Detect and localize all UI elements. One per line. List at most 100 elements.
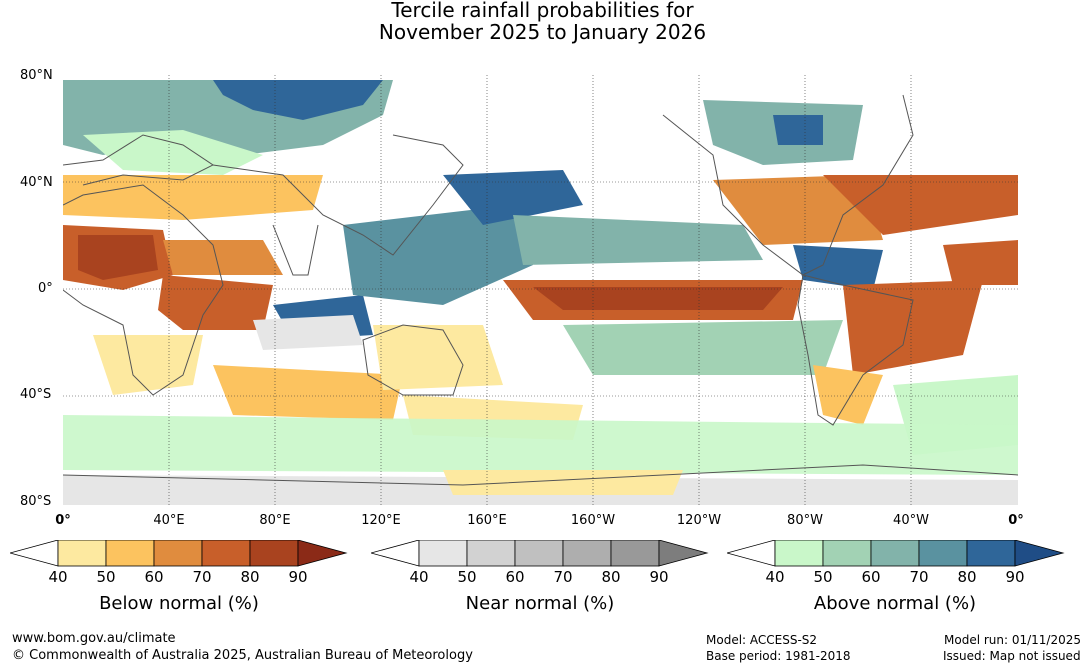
graticule: [63, 75, 1018, 505]
region-below-north-africa: [63, 175, 323, 220]
map-title-line1: Tercile rainfall probabilities for: [391, 0, 694, 22]
region-below-eq-pacific-core: [533, 287, 783, 310]
colorbar-below-normal-title: Below normal (%): [99, 593, 259, 614]
colorbar-low-arrow: [371, 540, 420, 567]
colorbar-segment: [822, 540, 872, 567]
colorbar-above-normal-title: Above normal (%): [813, 593, 977, 614]
colorbar-tick-label: 90: [1005, 568, 1025, 586]
colorbar-segment: [514, 540, 564, 567]
region-below-south-america-south: [813, 365, 883, 425]
colorbar-high-arrow: [658, 540, 709, 567]
lon-label-160w: 160°W: [570, 513, 616, 528]
colorbar-segment: [774, 540, 824, 567]
region-above-southern-ocean: [63, 415, 1018, 475]
colorbar-segment: [105, 540, 155, 567]
lon-label-0-left: 0°: [55, 513, 71, 528]
colorbar-low-arrow: [10, 540, 59, 567]
region-below-arabia: [163, 240, 283, 275]
colorbar-tick-label: 40: [765, 568, 785, 586]
footer-site-link[interactable]: www.bom.gov.au/climate: [12, 631, 176, 646]
colorbar-segment: [57, 540, 107, 567]
region-below-south-america: [843, 280, 983, 375]
region-above-south-pacific: [563, 320, 843, 375]
map-title-line2: November 2025 to January 2026: [378, 20, 707, 44]
colorbar-above-normal: [727, 540, 1065, 567]
colorbar-tick-label: 40: [409, 568, 429, 586]
colorbar-segment: [153, 540, 203, 567]
colorbar-tick-label: 70: [553, 568, 573, 586]
coast-australia: [362, 324, 464, 396]
lon-label-160e: 160°E: [467, 513, 507, 528]
rainfall-probability-map: [63, 75, 1018, 505]
region-below-atlantic: [823, 175, 1018, 235]
coast-south-america: [797, 274, 914, 426]
colorbar-below-normal: [10, 540, 348, 567]
colorbar-tick-label: 40: [48, 568, 68, 586]
region-above-eurasia-light: [83, 130, 263, 175]
region-above-caribbean: [793, 245, 883, 290]
region-above-canada-core: [773, 115, 823, 145]
lon-label-80e: 80°E: [259, 513, 291, 528]
coast-india: [272, 224, 319, 276]
colorbar-segment: [966, 540, 1016, 567]
region-below-sahel-core: [78, 235, 158, 280]
colorbar-tick-label: 80: [240, 568, 260, 586]
lat-label-80s: 80°S: [20, 494, 52, 509]
coast-asia: [212, 134, 464, 256]
colorbar-low-arrow: [727, 540, 776, 567]
coast-africa: [63, 184, 224, 396]
colorbar-tick-label: 60: [144, 568, 164, 586]
footer-issued: Issued: Map not issued: [943, 649, 1081, 663]
colorbar-tick-label: 90: [288, 568, 308, 586]
colorbar-tick-label: 80: [957, 568, 977, 586]
colorbar-segment: [418, 540, 468, 567]
region-below-australia: [373, 325, 503, 390]
colorbar-high-arrow: [297, 540, 348, 567]
region-above-eurasia-core: [213, 80, 383, 120]
colorbar-high-arrow: [1014, 540, 1065, 567]
colorbar-segment: [201, 540, 251, 567]
footer-base-period: Base period: 1981-2018: [706, 649, 851, 663]
colorbar-segment: [562, 540, 612, 567]
colorbar-near-normal: [371, 540, 709, 567]
colorbar-segment: [466, 540, 516, 567]
colorbar-tick-label: 70: [192, 568, 212, 586]
colorbar-tick-label: 90: [649, 568, 669, 586]
lon-label-80w: 80°W: [787, 513, 823, 528]
colorbar-tick-label: 50: [457, 568, 477, 586]
colorbar-segment: [870, 540, 920, 567]
lon-label-40e: 40°E: [153, 513, 185, 528]
region-above-nw-pacific: [443, 170, 583, 225]
region-below-indian-south: [213, 365, 403, 420]
footer-copyright: © Commonwealth of Australia 2025, Austra…: [12, 648, 473, 663]
region-above-maritime: [343, 205, 533, 305]
region-near-tropics-indian: [253, 315, 363, 350]
colorbar-tick-label: 50: [813, 568, 833, 586]
lon-label-40w: 40°W: [893, 513, 929, 528]
lat-label-80n: 80°N: [20, 68, 53, 83]
lat-label-40s: 40°S: [20, 387, 52, 402]
lat-label-40n: 40°N: [20, 175, 53, 190]
lon-label-0-right: 0°: [1008, 513, 1024, 528]
lon-label-120w: 120°W: [676, 513, 722, 528]
colorbar-tick-label: 80: [601, 568, 621, 586]
region-above-tropical-pacific: [513, 215, 763, 265]
colorbar-near-normal-title: Near normal (%): [465, 593, 615, 614]
coastlines: [63, 94, 1018, 486]
coast-antarctica: [63, 464, 1018, 486]
colorbar-segment: [249, 540, 299, 567]
lon-label-120e: 120°E: [361, 513, 401, 528]
coast-europe: [63, 134, 214, 186]
colorbar-tick-label: 70: [909, 568, 929, 586]
region-below-antarctic-strip: [443, 470, 683, 495]
footer-model-run: Model run: 01/11/2025: [944, 633, 1082, 647]
region-below-east-atlantic: [943, 240, 1018, 285]
lat-label-0: 0°: [38, 281, 53, 296]
colorbar-tick-label: 60: [861, 568, 881, 586]
coast-north-america: [662, 94, 914, 276]
colorbar-tick-label: 50: [96, 568, 116, 586]
footer-model: Model: ACCESS-S2: [706, 633, 818, 647]
colorbar-segment: [610, 540, 660, 567]
colorbar-segment: [918, 540, 968, 567]
colorbar-tick-label: 60: [505, 568, 525, 586]
